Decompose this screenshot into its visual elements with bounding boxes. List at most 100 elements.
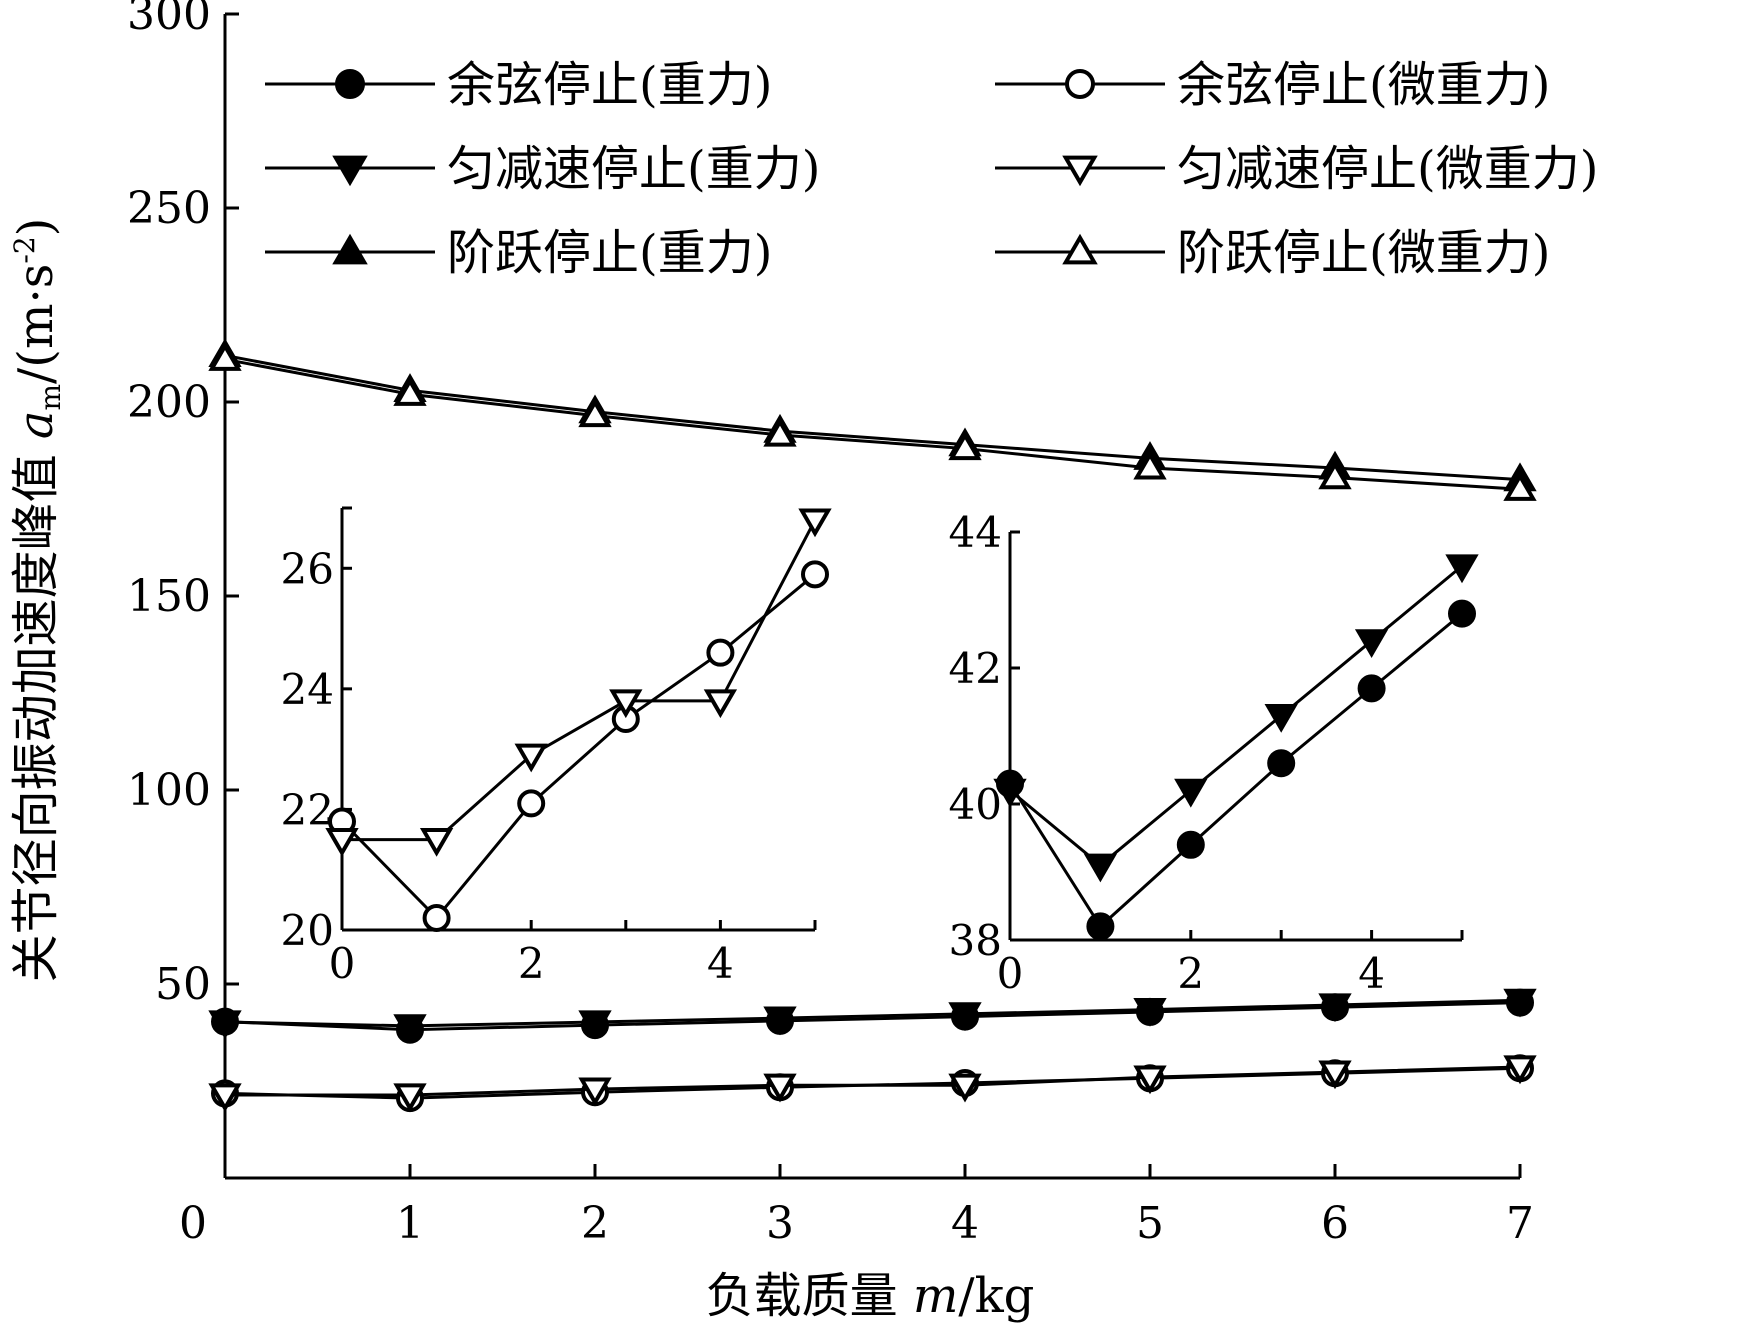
data-point [763, 1073, 797, 1103]
inset-data-point [993, 778, 1027, 808]
data-point [948, 1073, 982, 1103]
series-line [224, 998, 1521, 1028]
inset-x-tick-label: 0 [997, 949, 1024, 998]
inset-series-line [1008, 612, 1463, 929]
data-point [578, 398, 612, 428]
legend-marker [1062, 233, 1098, 265]
x-tick-label: 3 [766, 1198, 794, 1249]
y-tick-label: 300 [127, 0, 211, 40]
data-point [208, 342, 242, 371]
inset-x-tick-label: 0 [329, 939, 356, 988]
x-tick-label: 7 [1506, 1198, 1534, 1249]
inset-data-point [1176, 830, 1205, 859]
inset-y-tick-label: 38 [949, 916, 1002, 965]
inset-data-point [325, 827, 359, 857]
legend-label: 阶跃停止(微重力) [1177, 225, 1550, 281]
y-axis-title-main: 关节径向振动加速度峰值 [8, 439, 64, 982]
inset-data-point [706, 638, 735, 667]
series-line [224, 353, 1521, 482]
inset-y-tick-label: 22 [281, 785, 334, 834]
inset-data-point [419, 827, 454, 857]
legend: 余弦停止(重力) 余弦停止(微重力) 匀减速停止(重力) 匀减速停止(微重力) 阶跃停止… [265, 57, 1598, 281]
inset-data-point [703, 689, 738, 719]
data-point [1133, 1065, 1167, 1095]
y-tick-label: 250 [127, 183, 211, 234]
data-point [763, 1006, 797, 1036]
y-axis-title-var: a [8, 411, 64, 440]
series-line [224, 357, 1521, 491]
inset-x-tick-label: 4 [1358, 949, 1385, 998]
data-point [1318, 993, 1352, 1023]
x-tick-label: 1 [396, 1198, 424, 1249]
inset-y-tick-label: 20 [281, 906, 334, 955]
inset-data-point [1267, 749, 1296, 778]
legend-label: 匀减速停止(重力) [447, 141, 820, 197]
legend-marker [332, 155, 368, 187]
legend-marker [335, 69, 365, 99]
x-axis-title-var: m [913, 1268, 959, 1324]
data-point [393, 1014, 427, 1044]
inset-y-tick-label: 44 [949, 508, 1002, 557]
data-point [1503, 988, 1537, 1018]
x-tick-label: 2 [581, 1198, 609, 1249]
inset-data-point [609, 689, 643, 719]
inset-right: 38 40 42 44 0 2 4 [949, 508, 1479, 998]
data-point [948, 431, 982, 461]
legend-label: 阶跃停止(重力) [447, 225, 772, 281]
inset-data-point [1448, 599, 1476, 628]
data-point [578, 1010, 612, 1040]
inset-data-point [517, 789, 546, 818]
inset-series-line [1009, 564, 1463, 868]
inset-y-tick-label: 42 [949, 644, 1002, 693]
legend-marker [1065, 69, 1095, 99]
x-tick-label: 4 [951, 1198, 979, 1249]
y-tick-label: 50 [155, 959, 211, 1010]
data-point [208, 1010, 242, 1040]
y-tick-label: 150 [127, 571, 211, 622]
data-point [1318, 460, 1352, 490]
inset-data-point [1174, 778, 1208, 808]
x-tick-label: 0 [179, 1198, 207, 1249]
inset-data-point [1445, 554, 1479, 584]
inset-data-point [422, 903, 451, 932]
x-axis-title-main: 负载质量 [706, 1268, 913, 1324]
inset-data-point [514, 743, 548, 773]
inset-data-point [1083, 853, 1118, 883]
inset-y-tick-label: 26 [281, 544, 334, 593]
inset-x-tick-label: 2 [518, 939, 545, 988]
x-tick-label: 6 [1321, 1198, 1349, 1249]
inset-data-point [798, 508, 832, 538]
inset-x-tick-label: 2 [1177, 949, 1204, 998]
legend-marker [332, 233, 368, 265]
series-line [225, 1065, 1521, 1097]
inset-series-line [340, 573, 816, 921]
data-point [948, 1002, 982, 1032]
y-axis-title-unit-close: ) [8, 218, 64, 237]
inset-data-point [1354, 629, 1389, 658]
inset-x-tick-label: 4 [707, 939, 734, 988]
inset-data-point [1086, 912, 1115, 941]
x-tick-label: 5 [1136, 1198, 1164, 1249]
legend-label: 余弦停止(微重力) [1177, 57, 1550, 113]
inset-data-point [1357, 674, 1386, 703]
data-point [1133, 450, 1167, 480]
data-point [393, 377, 427, 406]
legend-label: 余弦停止(重力) [447, 57, 772, 113]
y-axis-title-sub: m [34, 384, 67, 411]
legend-marker [1062, 155, 1098, 187]
inset-y-tick-label: 24 [281, 665, 334, 714]
data-point [763, 417, 797, 447]
x-axis-title: 负载质量 m/kg [706, 1268, 1035, 1324]
data-point [393, 1083, 427, 1113]
data-point [578, 1077, 612, 1107]
y-tick-label: 200 [127, 377, 211, 428]
y-tick-label: 100 [127, 765, 211, 816]
y-axis-title-sup: -2 [8, 236, 41, 263]
y-axis-title-unit-open: /(m·s [8, 264, 64, 384]
y-axis-title: 关节径向振动加速度峰值 am/(m·s-2) [8, 218, 67, 983]
inset-data-point [1264, 704, 1298, 733]
